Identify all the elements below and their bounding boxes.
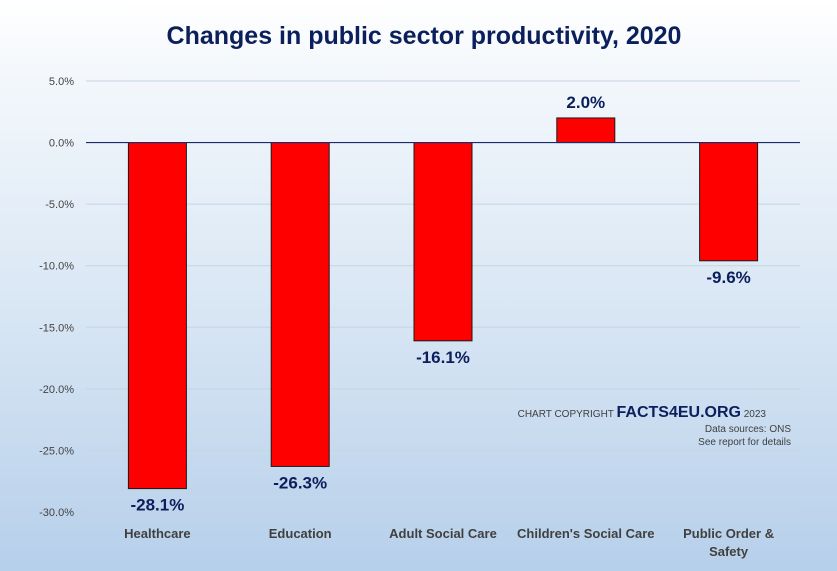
y-tick-label: -15.0% xyxy=(39,322,74,334)
credit-line-1: CHART COPYRIGHT FACTS4EU.ORG 2023 xyxy=(518,404,767,421)
credit-sources: Data sources: ONS xyxy=(705,424,791,435)
data-labels: -28.1% -26.3% -16.1% 2.0% -9.6% xyxy=(130,93,750,515)
y-tick-label: -5.0% xyxy=(45,199,74,211)
chart-title: Changes in public sector productivity, 2… xyxy=(167,22,682,50)
bars xyxy=(86,117,800,490)
copyright-credit: CHART COPYRIGHT FACTS4EU.ORG 2023 Data s… xyxy=(518,404,792,448)
x-category-label: Adult Social Care xyxy=(389,526,497,541)
y-tick-label: -25.0% xyxy=(39,445,74,457)
bar xyxy=(556,117,616,144)
data-label: 2.0% xyxy=(566,93,605,112)
y-tick-label: 0.0% xyxy=(49,138,74,150)
y-tick-label: -20.0% xyxy=(39,384,74,396)
bar xyxy=(699,142,759,262)
credit-prefix: CHART COPYRIGHT xyxy=(518,409,617,420)
y-axis-tick-labels: 5.0% 0.0% -5.0% -10.0% -15.0% -20.0% -25.0% -30… xyxy=(39,76,74,519)
x-category-label: Healthcare xyxy=(124,526,190,541)
x-category-label: Safety xyxy=(709,544,749,559)
credit-year: 2023 xyxy=(741,409,766,420)
y-tick-label: -10.0% xyxy=(39,261,74,273)
data-label: -16.1% xyxy=(416,348,470,367)
x-axis-category-labels: Healthcare Education Adult Social Care Chil… xyxy=(124,526,774,559)
credit-brand: FACTS4EU.ORG xyxy=(617,404,741,421)
x-category-label: Children's Social Care xyxy=(517,526,654,541)
data-label: -26.3% xyxy=(273,473,327,492)
data-label: -28.1% xyxy=(130,496,184,515)
bar xyxy=(413,142,473,342)
y-tick-label: -30.0% xyxy=(39,507,74,519)
x-category-label: Public Order & xyxy=(683,526,774,541)
credit-details: See report for details xyxy=(698,437,791,448)
bar xyxy=(127,142,187,490)
y-tick-label: 5.0% xyxy=(49,76,74,88)
x-category-label: Education xyxy=(269,526,332,541)
bar xyxy=(270,142,330,467)
data-label: -9.6% xyxy=(706,268,750,287)
